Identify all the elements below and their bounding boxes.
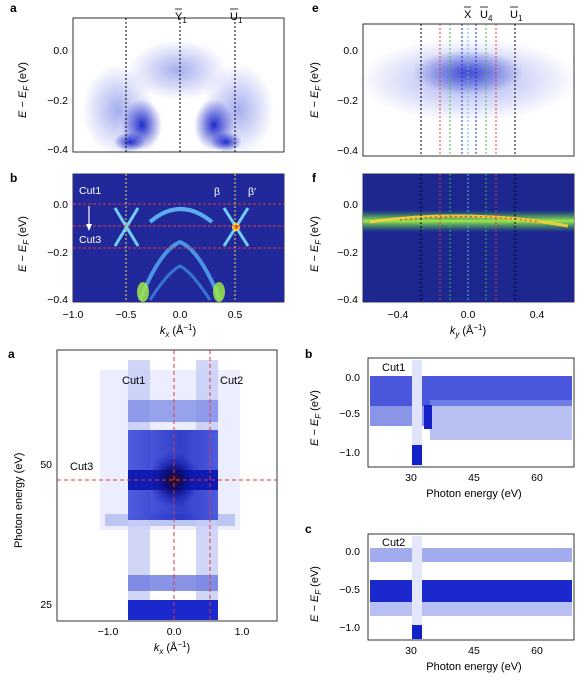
tick-cut1-0: 0.0	[345, 372, 360, 384]
tick-ky-2: 0.4	[530, 309, 545, 321]
tick-kx-0: −1.0	[63, 309, 84, 321]
panel-label-f-top: f	[312, 171, 317, 185]
tick-f-1: −0.2	[337, 247, 358, 259]
panel-f-top: f 0.0 −0.2 −0.4 E − EF (eV) −0.4 0.0 0.4…	[309, 171, 575, 339]
panel-a-bottom: a Cut1 Cut2 Cut3 50 25 Photon energy (eV…	[8, 347, 278, 656]
cut1-photon-image	[370, 360, 572, 466]
tick-f-0: 0.0	[343, 199, 358, 211]
tick-e-1: −0.2	[337, 95, 358, 107]
label-cut3-b: Cut3	[79, 234, 101, 246]
label-cut3-bottom: Cut3	[70, 461, 93, 473]
tick-hv-b-1: 45	[468, 472, 480, 484]
label-x: X	[464, 9, 472, 21]
tick-e-0: 0.0	[343, 45, 358, 57]
tick-kx-3: 0.5	[228, 309, 243, 321]
cut2-title: Cut2	[382, 537, 405, 549]
arpes-image-a	[82, 40, 274, 156]
panel-c-bottom: c Cut2 0.0 −0.5 −1.0 E − EF (eV) 30 45 6…	[305, 522, 575, 673]
energy-axis-label-b: E − EF (eV)	[17, 216, 31, 272]
kx-axis-label-bottom: kx (Å−1)	[154, 640, 190, 656]
photon-axis-label-c: Photon energy (eV)	[426, 661, 521, 673]
panel-label-b-top: b	[10, 171, 17, 185]
panel-label-a-top: a	[10, 1, 17, 15]
tick-cut1-1: −0.5	[339, 408, 360, 420]
tick-cut1-2: −1.0	[339, 447, 360, 459]
label-cut2-bottom: Cut2	[220, 375, 243, 387]
panel-a-top: a Y1 U1 0.0 −0.2 −0.4 E − EF (eV)	[10, 1, 285, 156]
energy-axis-label-f: E − EF (eV)	[309, 216, 323, 272]
panel-label-c-bottom: c	[305, 522, 312, 536]
tick-a-1: −0.2	[47, 95, 68, 107]
panel-label-e-top: e	[312, 1, 319, 15]
tick-kx-bottom-2: 1.0	[235, 626, 250, 638]
panel-label-b-bottom: b	[305, 347, 312, 361]
label-u4: U4	[480, 9, 493, 23]
ky-axis-label: ky (Å−1)	[450, 323, 486, 339]
photon-axis-label-b: Photon energy (eV)	[426, 488, 521, 500]
photon-map-image	[100, 360, 240, 620]
tick-cut2-2: −1.0	[339, 622, 360, 634]
tick-b-0: 0.0	[53, 199, 68, 211]
energy-axis-label-cut2: E − EF (eV)	[309, 566, 323, 622]
tick-hv-c-0: 30	[405, 645, 417, 657]
kx-axis-label-top: kx (Å−1)	[160, 323, 196, 339]
tick-kx-bottom-1: 0.0	[167, 626, 182, 638]
tick-a-2: −0.4	[47, 144, 68, 156]
label-cut1-bottom: Cut1	[122, 375, 145, 387]
tick-photon-50: 50	[40, 459, 52, 471]
tick-hv-b-2: 60	[531, 472, 543, 484]
energy-axis-label-a: E − EF (eV)	[17, 62, 31, 118]
panel-b-bottom: b Cut1 0.0 −0.5 −1.0 E − EF (eV) 30 45 6…	[305, 347, 575, 500]
tick-cut2-1: −0.5	[339, 584, 360, 596]
energy-axis-label-cut1: E − EF (eV)	[309, 390, 323, 446]
tick-kx-2: 0.0	[173, 309, 188, 321]
cut2-photon-image	[370, 536, 572, 639]
tick-a-0: 0.0	[53, 45, 68, 57]
label-y1: Y1	[175, 11, 187, 25]
tick-hv-c-1: 45	[468, 645, 480, 657]
label-beta-prime: β′	[248, 186, 256, 198]
photon-energy-axis-label: Photon energy (eV)	[13, 453, 25, 548]
label-cut1-b: Cut1	[79, 185, 101, 197]
tick-hv-c-2: 60	[531, 645, 543, 657]
tick-b-2: −0.4	[47, 294, 68, 306]
panel-b-top: b Cut1 Cut3 β β′ 0.	[10, 171, 285, 339]
tick-ky-1: 0.0	[461, 309, 476, 321]
cut1-title: Cut1	[382, 362, 405, 374]
label-beta: β	[214, 186, 220, 198]
energy-axis-label-e: E − EF (eV)	[309, 62, 323, 118]
label-u1-right: U1	[510, 9, 523, 23]
tick-ky-0: −0.4	[388, 309, 409, 321]
tick-kx-bottom-0: −1.0	[98, 626, 119, 638]
tick-photon-25: 25	[40, 599, 52, 611]
tick-e-2: −0.4	[337, 145, 358, 157]
tick-hv-b-0: 30	[405, 472, 417, 484]
panel-e-top: e X U4 U1 0.0 −0.2 −0.4 E − EF (eV)	[309, 1, 578, 157]
tick-f-2: −0.4	[337, 294, 358, 306]
tick-b-1: −0.2	[47, 247, 68, 259]
tick-kx-1: −0.5	[116, 309, 137, 321]
arpes-image-b	[73, 174, 284, 302]
arrow-head-icon	[86, 224, 92, 231]
label-u1: U1	[230, 11, 243, 25]
tick-cut2-0: 0.0	[345, 546, 360, 558]
panel-label-a-bottom: a	[8, 347, 15, 361]
arpes-image-f	[363, 174, 574, 302]
